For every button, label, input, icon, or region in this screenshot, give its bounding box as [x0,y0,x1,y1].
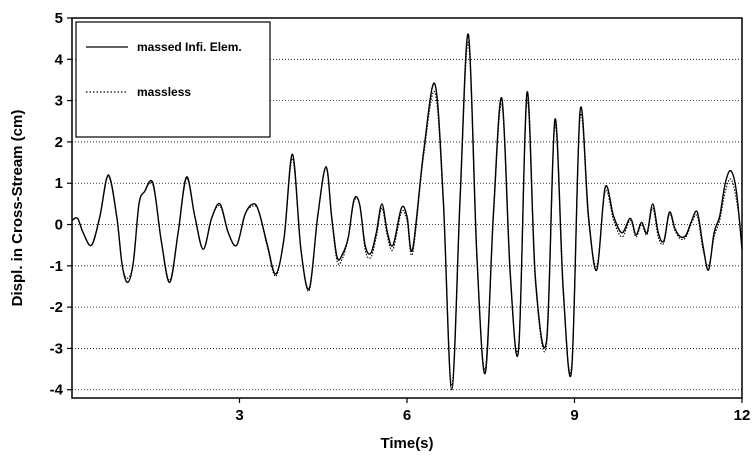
y-tick-label: -1 [50,258,63,275]
y-axis-ticks: -4 -3 -2 -1 0 1 2 3 4 5 [50,10,72,399]
y-tick-label: 3 [55,93,63,110]
series-line-massed [71,33,743,391]
legend: massed Infi. Elem. massless [75,21,271,138]
y-tick-label: 1 [55,175,63,192]
y-tick-label: -4 [50,382,64,399]
y-tick-label: 2 [55,134,63,151]
y-tick-label: -3 [50,340,63,357]
y-tick-label: 5 [55,10,63,27]
legend-label-massed: massed Infi. Elem. [137,40,242,54]
series-group [71,33,743,391]
x-axis-ticks: 3 6 9 12 [235,398,750,424]
x-tick-label: 3 [235,407,243,424]
y-tick-label: 0 [55,217,63,234]
legend-box [75,21,271,138]
x-tick-label: 12 [734,407,751,424]
y-tick-label: 4 [55,51,64,68]
y-tick-label: -2 [50,299,63,316]
x-tick-label: 9 [570,407,578,424]
y-axis-label: Displ. in Cross-Stream (cm) [9,110,26,307]
legend-label-massless: massless [137,85,191,99]
x-tick-label: 6 [403,407,411,424]
x-axis-label: Time(s) [380,435,433,452]
